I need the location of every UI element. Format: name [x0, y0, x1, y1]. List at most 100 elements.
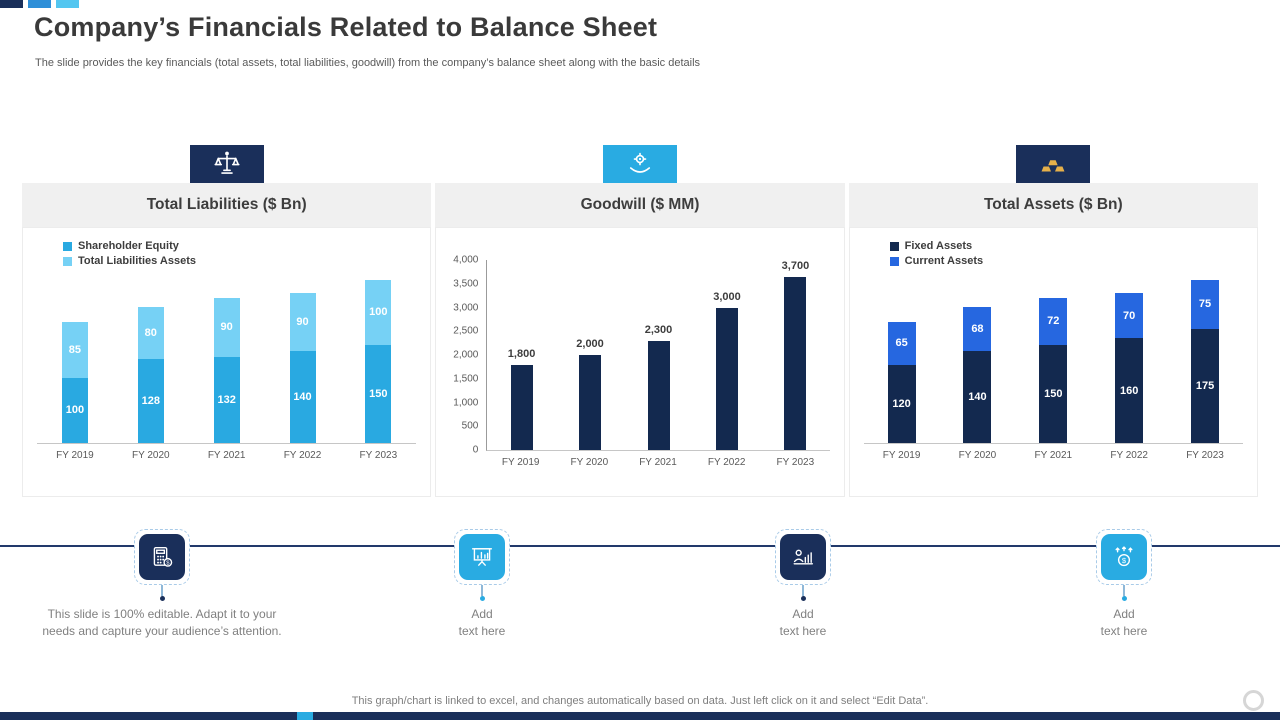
plot: 65 120 68 140 72 150 70 160 75 175	[863, 273, 1243, 444]
bar-column: 85 100	[37, 273, 113, 443]
justice-scale-icon	[189, 145, 264, 183]
y-tick-label: 3,500	[453, 278, 479, 290]
legend-swatch	[63, 241, 72, 251]
callout-text-placeholder[interactable]: Add text here	[458, 607, 506, 638]
callout-add-text-1: Add text here	[342, 529, 622, 640]
bar-column: 68 140	[940, 273, 1016, 443]
bar-value-label: 90	[220, 321, 233, 334]
page-title: Company’s Financials Related to Balance …	[34, 12, 658, 42]
legend-swatch	[889, 256, 899, 266]
bar-value-label: 3,000	[713, 290, 741, 303]
legend-label: Shareholder Equity	[78, 240, 179, 252]
bar-segment: 160	[1115, 338, 1144, 443]
legend-label: Fixed Assets	[904, 240, 973, 252]
accent-square-navy	[0, 0, 23, 8]
bar-value-label: 85	[68, 343, 82, 356]
callout-text-placeholder[interactable]: Add text here	[779, 607, 827, 638]
panel-title-liabilities: Total Liabilities ($ Bn)	[22, 183, 432, 227]
divider-line	[0, 545, 1280, 547]
bar-segment: 75	[1191, 279, 1220, 329]
legend-label: Current Assets	[904, 255, 984, 267]
bar-column: 2,000	[556, 260, 624, 450]
plot-main: 85 100 80 128 90 132 90 140 100 150 FY 2019 FY 2020…	[37, 273, 417, 461]
panel-title-text: Goodwill ($ MM)	[580, 196, 700, 213]
category-label: FY 2023	[359, 450, 398, 461]
bar-column: 2,300	[624, 260, 692, 450]
bar-segment: 85	[61, 322, 88, 378]
category-axis: FY 2019 FY 2020 FY 2021 FY 2022 FY 2023	[486, 457, 829, 468]
category-label: FY 2022	[1110, 450, 1148, 461]
plot-main: 1,800 2,000 2,300 3,000 3,700 FY 2019 FY 2020 F…	[486, 260, 830, 468]
panel-body: Shareholder Equity Total Liabilities Asse…	[22, 227, 432, 497]
svg-text:$: $	[1122, 556, 1127, 565]
bar-value-label: 72	[1047, 315, 1060, 328]
svg-text:$: $	[166, 560, 170, 566]
y-tick-label: 3,000	[453, 302, 479, 313]
y-axis: 4,000 3,500 3,000 2,500 2,000 1,500 1,000 500 0	[450, 255, 486, 456]
callout-add-text-2: Add text here	[663, 529, 943, 640]
bar-value-label: 150	[369, 387, 388, 400]
top-accent-bars	[0, 0, 79, 8]
bar-value-label: 70	[1123, 309, 1136, 322]
liabilities-chart: Shareholder Equity Total Liabilities Asse…	[37, 240, 417, 492]
bar-segment: 140	[963, 351, 992, 443]
bar-segment: 65	[887, 322, 916, 365]
plot-area: 85 100 80 128 90 132 90 140 100 150 FY 2019 FY 2020…	[37, 273, 417, 461]
bar-value-label: 68	[971, 323, 984, 336]
panel-body: 4,000 3,500 3,000 2,500 2,000 1,500 1,000 500 0 1…	[435, 227, 845, 497]
chart-legend: Fixed Assets Current Assets	[889, 240, 1243, 267]
bar-value-label: 140	[968, 391, 987, 404]
y-tick-label: 1,000	[453, 397, 479, 408]
y-tick-label: 2,500	[453, 325, 479, 337]
goodwill-chart: 4,000 3,500 3,000 2,500 2,000 1,500 1,000 500 0 1…	[450, 255, 830, 512]
category-label: FY 2020	[570, 457, 609, 468]
panel-title-goodwill: Goodwill ($ MM)	[435, 183, 845, 227]
bar-value-label: 140	[293, 391, 312, 404]
legend-item: Shareholder Equity	[63, 240, 416, 252]
chart-legend: Shareholder Equity Total Liabilities Asse…	[63, 240, 416, 267]
legend-item: Fixed Assets	[889, 240, 1243, 252]
y-tick-label: 0	[472, 444, 479, 456]
category-label: FY 2022	[283, 450, 322, 461]
footer-note: This graph/chart is linked to excel, and…	[351, 695, 929, 707]
bottom-accent-bar	[0, 712, 1280, 720]
bar-segment: 120	[887, 364, 916, 443]
bar-value-label: 160	[1119, 384, 1139, 397]
bar-segment: 100	[365, 279, 392, 345]
panel-title-assets: Total Assets ($ Bn)	[848, 183, 1258, 227]
callout-row: $ This slide is 100% editable. Adapt it …	[0, 529, 1280, 679]
accent-square-cyan	[56, 0, 79, 8]
presentation-chart-icon	[459, 534, 505, 580]
panel-goodwill: Goodwill ($ MM) 4,000 3,500 3,000 2,500 2,00…	[435, 145, 845, 497]
bar-segment: 132	[213, 356, 240, 443]
bar	[784, 277, 807, 450]
bottom-accent-cyan-segment	[297, 712, 313, 720]
bar-column: 70 160	[1091, 273, 1167, 443]
category-axis: FY 2019 FY 2020 FY 2021 FY 2022 FY 2023	[864, 450, 1243, 461]
callout-text-placeholder[interactable]: Add text here	[1100, 607, 1148, 638]
tile-outline	[775, 529, 831, 585]
bar-segment: 150	[1039, 344, 1068, 443]
gold-bars-icon	[1016, 145, 1091, 183]
bar-segment: 140	[289, 351, 316, 443]
accent-square-blue	[28, 0, 51, 8]
bar-value-label: 175	[1195, 379, 1215, 392]
tile-outline: $	[134, 529, 190, 585]
panel-title-text: Total Assets ($ Bn)	[983, 196, 1123, 213]
legend-label: Total Liabilities Assets	[78, 255, 196, 267]
bar-segment: 128	[137, 359, 164, 443]
dollar-rise-icon: $	[1101, 534, 1147, 580]
bar-value-label: 150	[1044, 387, 1063, 400]
bar-value-label: 1,800	[507, 347, 536, 360]
bar-segment: 100	[61, 377, 88, 443]
panel-total-liabilities: Total Liabilities ($ Bn) Shareholder Equ…	[22, 145, 432, 497]
bar-column: 72 150	[1015, 273, 1091, 443]
bar-value-label: 128	[141, 395, 160, 408]
plot-area: 4,000 3,500 3,000 2,500 2,000 1,500 1,000 500 0 1…	[450, 255, 830, 468]
callout-connector	[479, 585, 485, 601]
bar-column: 3,700	[761, 260, 829, 450]
bar-column: 65 120	[864, 273, 940, 443]
bar	[647, 340, 670, 450]
bar-segment: 90	[289, 292, 316, 352]
bar-segment: 150	[365, 344, 392, 443]
